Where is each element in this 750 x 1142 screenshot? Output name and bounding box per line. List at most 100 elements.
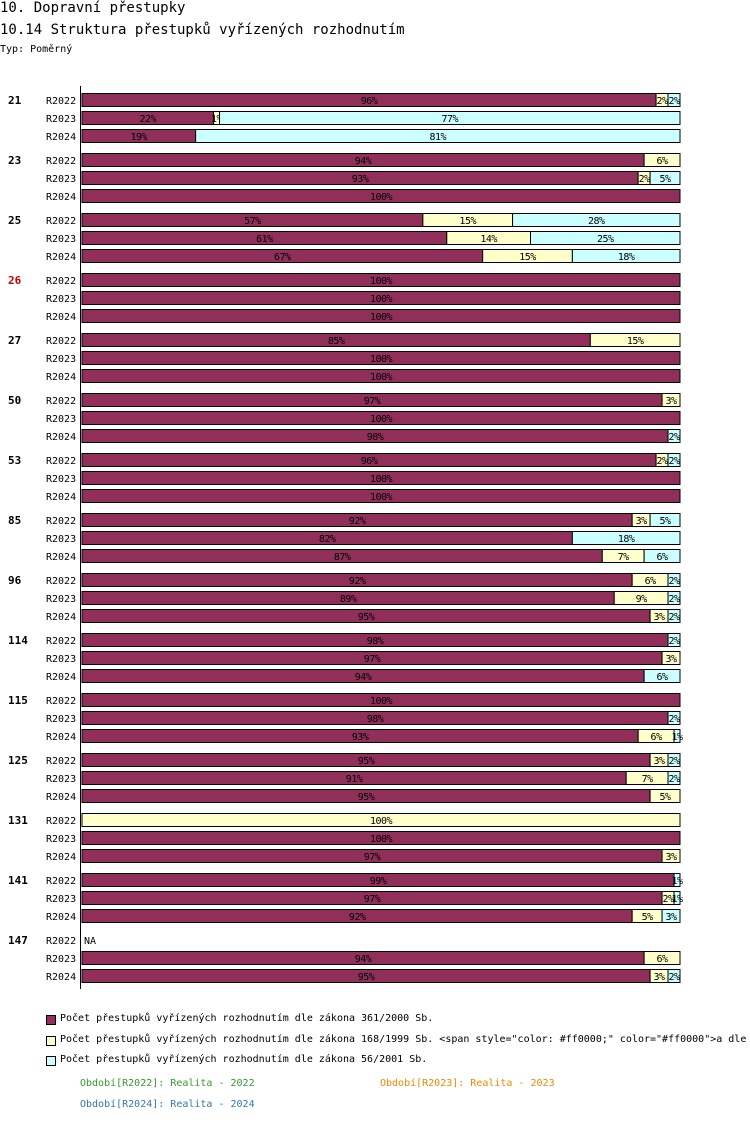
- bar-label-21-R2024-s3: 81%: [430, 132, 447, 143]
- bar-label-141-R2024-s2: 5%: [642, 912, 654, 923]
- period-label-125-R2023: R2023: [46, 774, 76, 785]
- bar-147-R2023-s2: [643, 951, 681, 965]
- bar-label-21-R2023-s3: 77%: [441, 114, 458, 125]
- group-label-114: 114: [8, 634, 28, 647]
- bar-label-96-R2024-s2: 3%: [654, 612, 666, 623]
- bar-label-85-R2022-s1: 92%: [349, 516, 366, 527]
- bar-label-96-R2023-s1: 89%: [340, 594, 357, 605]
- bar-114-R2024-s3: [643, 669, 681, 683]
- chart-subtitle: 10.14 Struktura přestupků vyřízených roz…: [0, 22, 405, 38]
- bar-label-114-R2024-s3: 6%: [657, 672, 669, 683]
- bar-label-27-R2024-s1: 100%: [370, 372, 393, 383]
- period-label-23-R2022: R2022: [46, 156, 76, 167]
- group-label-115: 115: [8, 694, 28, 707]
- period-label-85-R2022: R2022: [46, 516, 76, 527]
- bar-label-96-R2024-s1: 95%: [358, 612, 375, 623]
- bar-label-147-R2023-s2: 6%: [657, 954, 669, 965]
- period-label-27-R2022: R2022: [46, 336, 76, 347]
- bar-label-125-R2023-s2: 7%: [642, 774, 654, 785]
- bar-label-25-R2024-s2: 15%: [519, 252, 536, 263]
- bar-96-R2024-s3: [667, 609, 681, 623]
- na-label-147-R2022: NA: [84, 936, 96, 947]
- period-label-96-R2022: R2022: [46, 576, 76, 587]
- bar-125-R2023-s3: [667, 771, 681, 785]
- bar-21-R2023-s3: [219, 111, 681, 125]
- bar-label-23-R2022-s2: 6%: [657, 156, 669, 167]
- bar-label-96-R2023-s3: 2%: [668, 594, 680, 605]
- period-label-115-R2024: R2024: [46, 732, 76, 743]
- period-label-141-R2023: R2023: [46, 894, 76, 905]
- bar-label-141-R2024-s1: 92%: [349, 912, 366, 923]
- period-label-26-R2022: R2022: [46, 276, 76, 287]
- period-label-25-R2023: R2023: [46, 234, 76, 245]
- bar-label-141-R2023-s1: 97%: [364, 894, 381, 905]
- group-label-23: 23: [8, 154, 21, 167]
- bar-115-R2022-s1: [81, 693, 681, 707]
- bar-125-R2024-s2: [649, 789, 681, 803]
- period-label-115-R2023: R2023: [46, 714, 76, 725]
- bar-50-R2024-s3: [667, 429, 681, 443]
- bar-label-125-R2024-s1: 95%: [358, 792, 375, 803]
- period-2022: Období[R2022]: Realita - 2022: [80, 1078, 255, 1089]
- bar-114-R2023-s2: [661, 651, 681, 665]
- bar-131-R2024-s2: [661, 849, 681, 863]
- bar-label-23-R2024-s1: 100%: [370, 192, 393, 203]
- bar-141-R2023-s3: [673, 891, 681, 905]
- bar-115-R2023-s3: [667, 711, 681, 725]
- bar-53-R2024-s1: [81, 489, 681, 503]
- group-label-96: 96: [8, 574, 22, 587]
- bar-96-R2022-s3: [667, 573, 681, 587]
- bar-label-53-R2024-s1: 100%: [370, 492, 393, 503]
- bar-label-25-R2024-s1: 67%: [274, 252, 291, 263]
- bar-label-27-R2022-s2: 15%: [627, 336, 644, 347]
- bar-label-96-R2022-s3: 2%: [668, 576, 680, 587]
- bar-85-R2023-s3: [571, 531, 681, 545]
- bar-125-R2022-s3: [667, 753, 681, 767]
- bar-147-R2024-s3: [667, 969, 681, 983]
- bar-131-R2022-s2: [81, 813, 681, 827]
- legend-swatch-s1: [46, 1015, 56, 1025]
- bar-label-115-R2024-s1: 93%: [352, 732, 369, 743]
- period-label-25-R2022: R2022: [46, 216, 76, 227]
- period-label-141-R2022: R2022: [46, 876, 76, 887]
- bar-label-21-R2023-s1: 22%: [139, 114, 156, 125]
- bar-25-R2022-s3: [512, 213, 681, 227]
- period-label-27-R2024: R2024: [46, 372, 76, 383]
- group-label-131: 131: [8, 814, 28, 827]
- legend-swatch-s3: [46, 1056, 56, 1066]
- bar-label-114-R2022-s1: 98%: [367, 636, 384, 647]
- bar-label-115-R2023-s1: 98%: [367, 714, 384, 725]
- period-label-53-R2022: R2022: [46, 456, 76, 467]
- bar-label-96-R2024-s3: 2%: [668, 612, 680, 623]
- period-label-21-R2024: R2024: [46, 132, 76, 143]
- bar-label-53-R2022-s3: 2%: [668, 456, 680, 467]
- bar-96-R2023-s3: [667, 591, 681, 605]
- bar-label-53-R2023-s1: 100%: [370, 474, 393, 485]
- group-label-85: 85: [8, 514, 21, 527]
- group-label-147: 147: [8, 934, 28, 947]
- bar-141-R2024-s3: [661, 909, 681, 923]
- bar-50-R2023-s1: [81, 411, 681, 425]
- bar-label-147-R2024-s1: 95%: [358, 972, 375, 983]
- bar-26-R2022-s1: [81, 273, 681, 287]
- legend-label-s2: Počet přestupků vyřízených rozhodnutím d…: [60, 1034, 747, 1045]
- bar-label-23-R2023-s2: 2%: [639, 174, 651, 185]
- bar-label-147-R2023-s1: 94%: [355, 954, 372, 965]
- period-label-131-R2022: R2022: [46, 816, 76, 827]
- bar-85-R2022-s3: [649, 513, 681, 527]
- bar-label-25-R2022-s2: 15%: [459, 216, 476, 227]
- period-label-114-R2023: R2023: [46, 654, 76, 665]
- bar-25-R2023-s3: [530, 231, 681, 245]
- period-label-141-R2024: R2024: [46, 912, 76, 923]
- bar-label-147-R2024-s2: 3%: [654, 972, 666, 983]
- bar-label-131-R2023-s1: 100%: [370, 834, 393, 845]
- page-title: 10. Dopravní přestupky: [0, 0, 186, 16]
- bar-label-53-R2022-s1: 96%: [361, 456, 378, 467]
- period-label-85-R2023: R2023: [46, 534, 76, 545]
- bar-label-131-R2024-s1: 97%: [364, 852, 381, 863]
- period-label-147-R2022: R2022: [46, 936, 76, 947]
- bar-label-26-R2024-s1: 100%: [370, 312, 393, 323]
- bar-26-R2023-s1: [81, 291, 681, 305]
- bar-50-R2022-s2: [661, 393, 681, 407]
- bar-25-R2024-s3: [571, 249, 681, 263]
